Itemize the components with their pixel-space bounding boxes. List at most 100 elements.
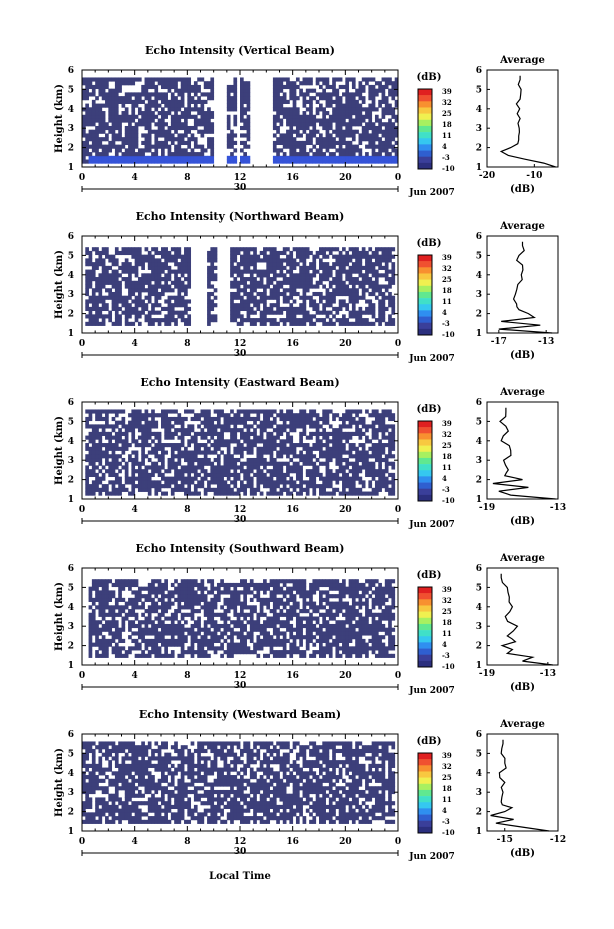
heatmap-cell (95, 137, 99, 142)
heatmap-cell (180, 480, 185, 485)
heatmap-cell (243, 133, 247, 138)
heatmap-cell (108, 288, 113, 293)
heatmap-cell (203, 416, 208, 422)
heatmap-cell (91, 314, 96, 319)
heatmap-cell (243, 280, 247, 285)
heatmap-cell (338, 140, 343, 146)
heatmap-cell (240, 273, 244, 278)
heatmap-cell (371, 487, 376, 492)
heatmap-cell (177, 262, 182, 267)
heatmap-cell (167, 409, 172, 414)
heatmap-cell (391, 295, 396, 300)
heatmap-cell (177, 137, 182, 142)
heatmap-cell (114, 465, 119, 470)
heatmap-cell (88, 487, 93, 492)
heatmap-cell (289, 129, 294, 134)
heatmap-cell (282, 424, 287, 429)
heatmap-cell (233, 258, 238, 263)
heatmap-cell (233, 77, 238, 82)
heatmap-cell (249, 299, 254, 304)
heatmap-cell (128, 280, 132, 285)
heatmap-cell (190, 125, 195, 131)
heatmap-cell (210, 476, 215, 481)
heatmap-cell (272, 491, 277, 496)
heatmap-cell (240, 461, 244, 466)
heatmap-cell (134, 258, 139, 263)
colorbar-segment (418, 89, 432, 96)
heatmap-cell (111, 484, 116, 489)
heatmap-cell (325, 461, 330, 466)
heatmap-cell (394, 77, 399, 82)
heatmap-cell (384, 133, 389, 138)
heatmap-cell (289, 262, 294, 267)
heatmap-cell (174, 125, 178, 131)
heatmap-cell (289, 144, 294, 149)
heatmap-cell (141, 650, 145, 655)
heatmap-cell (88, 262, 93, 267)
heatmap-cell (319, 148, 323, 153)
heatmap-cell (141, 111, 145, 116)
heatmap-cell (177, 416, 182, 422)
heatmap-cell (309, 446, 313, 451)
heatmap-cell (335, 443, 340, 448)
heatmap-cell (315, 129, 320, 134)
heatmap-cell (157, 125, 162, 131)
heatmap-cell (177, 291, 182, 297)
heatmap-cell (95, 635, 99, 640)
heatmap-cell (361, 247, 366, 252)
heatmap-cell (98, 277, 103, 282)
heatmap-cell (355, 450, 359, 455)
colorbar-unit: (dB) (417, 238, 442, 249)
heatmap-cell (98, 152, 103, 157)
heatmap-cell (177, 476, 182, 481)
heatmap-cell (243, 288, 247, 293)
heatmap-cell (164, 133, 168, 138)
heatmap-cell (365, 129, 369, 134)
colorbar-frame (417, 254, 433, 336)
y-tick-label: 5 (68, 251, 74, 261)
heatmap-cell (111, 472, 116, 478)
heatmap-cell (111, 424, 116, 429)
average-profile-line (498, 241, 553, 334)
heatmap-cell (391, 446, 396, 451)
heatmap-cell (253, 428, 257, 433)
heatmap-cell (358, 273, 363, 278)
heatmap-cell (184, 114, 188, 119)
heatmap-cell (95, 597, 99, 602)
heatmap-cell (91, 159, 96, 164)
heatmap-cell (230, 159, 234, 164)
heatmap-cell (279, 148, 284, 153)
heatmap-cell (230, 465, 234, 470)
heatmap-cell (299, 155, 303, 160)
heatmap-cell (368, 144, 373, 149)
heatmap-cell (263, 461, 267, 466)
heatmap-cell (98, 299, 103, 304)
heatmap-cell (345, 140, 350, 146)
heatmap-cell (174, 159, 178, 164)
heatmap-cell (95, 159, 99, 164)
heatmap-cell (98, 579, 103, 584)
heatmap-cell (210, 247, 215, 252)
heatmap-cell (200, 92, 205, 97)
heatmap-cell (338, 416, 343, 422)
heatmap-cell (141, 310, 145, 315)
heatmap-cell (309, 99, 313, 104)
heatmap-cell (335, 450, 340, 455)
heatmap-cell (157, 623, 162, 629)
heatmap-cell (384, 465, 389, 470)
heatmap-cell (388, 77, 392, 82)
heatmap-cell (111, 450, 116, 455)
heatmap-cell (319, 96, 323, 101)
heatmap-cell (187, 265, 192, 270)
heatmap-cell (286, 491, 290, 496)
heatmap-cell (243, 413, 247, 418)
heatmap-cell (351, 472, 356, 478)
heatmap-cell (114, 480, 119, 485)
heatmap-cell (121, 582, 126, 588)
heatmap-cell (381, 450, 386, 455)
heatmap-cell (378, 461, 382, 466)
heatmap-cell (374, 469, 379, 474)
heatmap-cell (157, 457, 162, 463)
heatmap-cell (282, 413, 287, 418)
heatmap-cell (289, 428, 294, 433)
